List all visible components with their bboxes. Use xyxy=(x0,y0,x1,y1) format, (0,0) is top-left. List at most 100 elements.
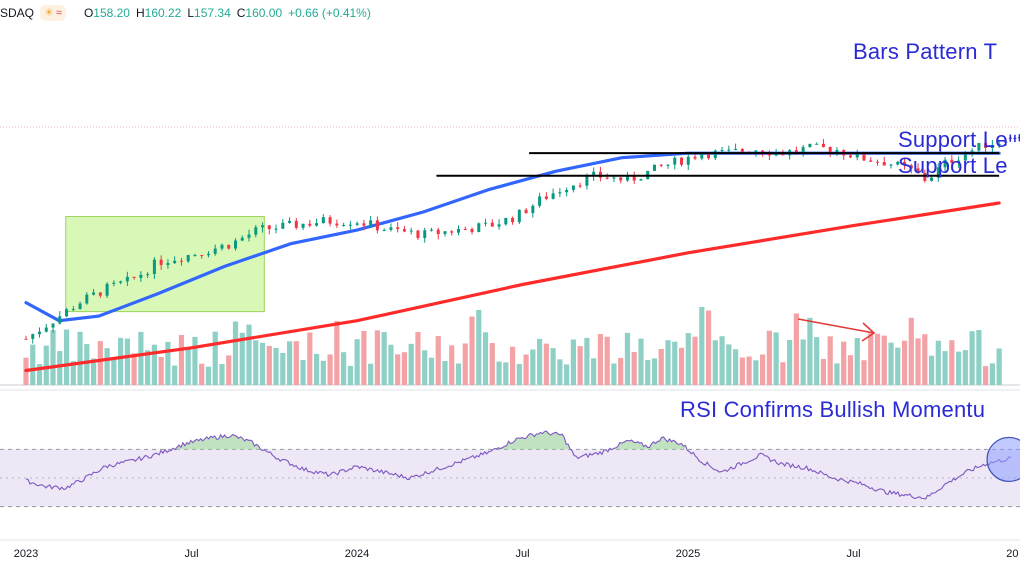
candle-body xyxy=(112,282,116,284)
rsi-pane xyxy=(0,430,1020,508)
volume-bar xyxy=(868,333,874,385)
candle-body xyxy=(815,143,819,145)
candle-body xyxy=(909,165,913,169)
volume-bar xyxy=(70,361,76,385)
volume-bar xyxy=(989,363,995,385)
candle-body xyxy=(957,160,961,163)
volume-bar xyxy=(827,336,833,385)
candle-body xyxy=(551,193,555,199)
market-status-badge[interactable]: ☀ ≈ xyxy=(40,5,66,21)
volume-bar xyxy=(705,310,712,385)
volume-bar xyxy=(151,344,158,385)
volume-bar xyxy=(138,331,144,385)
volume-bar xyxy=(942,351,948,385)
candle-body xyxy=(423,230,427,239)
candle-body xyxy=(916,168,920,173)
candle-body xyxy=(754,150,758,153)
volume-bar xyxy=(638,338,644,385)
volume-bar xyxy=(77,331,83,385)
symbol-label[interactable]: SDAQ xyxy=(0,6,35,20)
volume-bar xyxy=(719,336,725,385)
volume-bar xyxy=(773,332,779,385)
candle-body xyxy=(375,220,379,231)
volume-bar xyxy=(239,332,245,385)
candle-body xyxy=(450,231,454,233)
volume-bar xyxy=(84,344,90,385)
volume-bar xyxy=(482,332,489,385)
volume-bar xyxy=(814,337,820,385)
open-key: O xyxy=(83,6,94,20)
volume-bar xyxy=(374,330,381,385)
volume-bar xyxy=(557,359,563,385)
candle-body xyxy=(125,276,129,282)
volume-bar xyxy=(618,357,624,385)
volume-bar xyxy=(469,316,475,385)
candle-body xyxy=(301,223,305,228)
candle-body xyxy=(355,223,359,225)
volume-bar xyxy=(658,348,664,385)
volume-bar xyxy=(124,338,130,385)
volume-bar xyxy=(442,361,448,385)
candle-body xyxy=(186,255,190,262)
candle-body xyxy=(571,185,575,190)
candle-body xyxy=(511,217,515,223)
candle-body xyxy=(632,175,636,181)
candle-body xyxy=(227,244,231,249)
volume-bar xyxy=(212,331,218,385)
candle-body xyxy=(71,309,75,311)
candle-body xyxy=(544,196,548,199)
candle-body xyxy=(801,147,805,152)
candle-body xyxy=(484,222,488,224)
candle-body xyxy=(903,161,907,166)
volume-bar xyxy=(577,346,583,385)
volume-bar xyxy=(435,336,441,385)
candle-body xyxy=(673,157,677,165)
volume-bar xyxy=(36,364,43,385)
candle-body xyxy=(31,334,35,339)
candle-body xyxy=(382,229,386,231)
candle-body xyxy=(875,161,879,163)
volume-bar xyxy=(915,338,921,385)
volume-bar xyxy=(354,339,360,385)
volume-bar xyxy=(516,363,522,385)
candle-body xyxy=(105,283,109,296)
candle-body xyxy=(429,229,433,231)
volume-bar xyxy=(219,364,225,385)
volume-bar xyxy=(611,363,617,385)
volume-bar xyxy=(861,360,867,385)
candle-body xyxy=(761,150,765,154)
candle-body xyxy=(659,164,663,166)
volume-bar xyxy=(780,362,786,385)
volume-bar xyxy=(178,334,185,385)
candle-body xyxy=(984,143,988,148)
volume-bar xyxy=(145,350,151,385)
volume-bar xyxy=(807,317,813,385)
rsi-levels xyxy=(0,448,1020,508)
candle-body xyxy=(848,155,852,158)
candle-body xyxy=(342,225,346,227)
candle-body xyxy=(855,152,859,158)
candle-body xyxy=(963,154,967,161)
volume-bar xyxy=(300,360,306,385)
candle-body xyxy=(707,154,711,159)
candle-body xyxy=(58,316,62,324)
candle-body xyxy=(51,323,55,328)
volume-bar xyxy=(672,341,678,385)
rsi-path xyxy=(25,430,1012,500)
volume-bar xyxy=(381,332,387,385)
volume-bar xyxy=(800,339,806,385)
support-lines xyxy=(436,152,1000,177)
candle-body xyxy=(943,159,947,168)
candle-body xyxy=(402,229,406,232)
candle-body xyxy=(179,260,183,262)
candle-body xyxy=(585,175,589,186)
close-key: C xyxy=(236,6,246,20)
candle-body xyxy=(416,230,420,239)
volume-bar xyxy=(732,349,739,385)
price-pane xyxy=(0,126,1020,391)
volume-bar xyxy=(327,354,333,385)
candle-body xyxy=(740,148,744,152)
candle-body xyxy=(882,162,886,166)
candle-body xyxy=(612,177,616,179)
candle-body xyxy=(592,171,596,176)
